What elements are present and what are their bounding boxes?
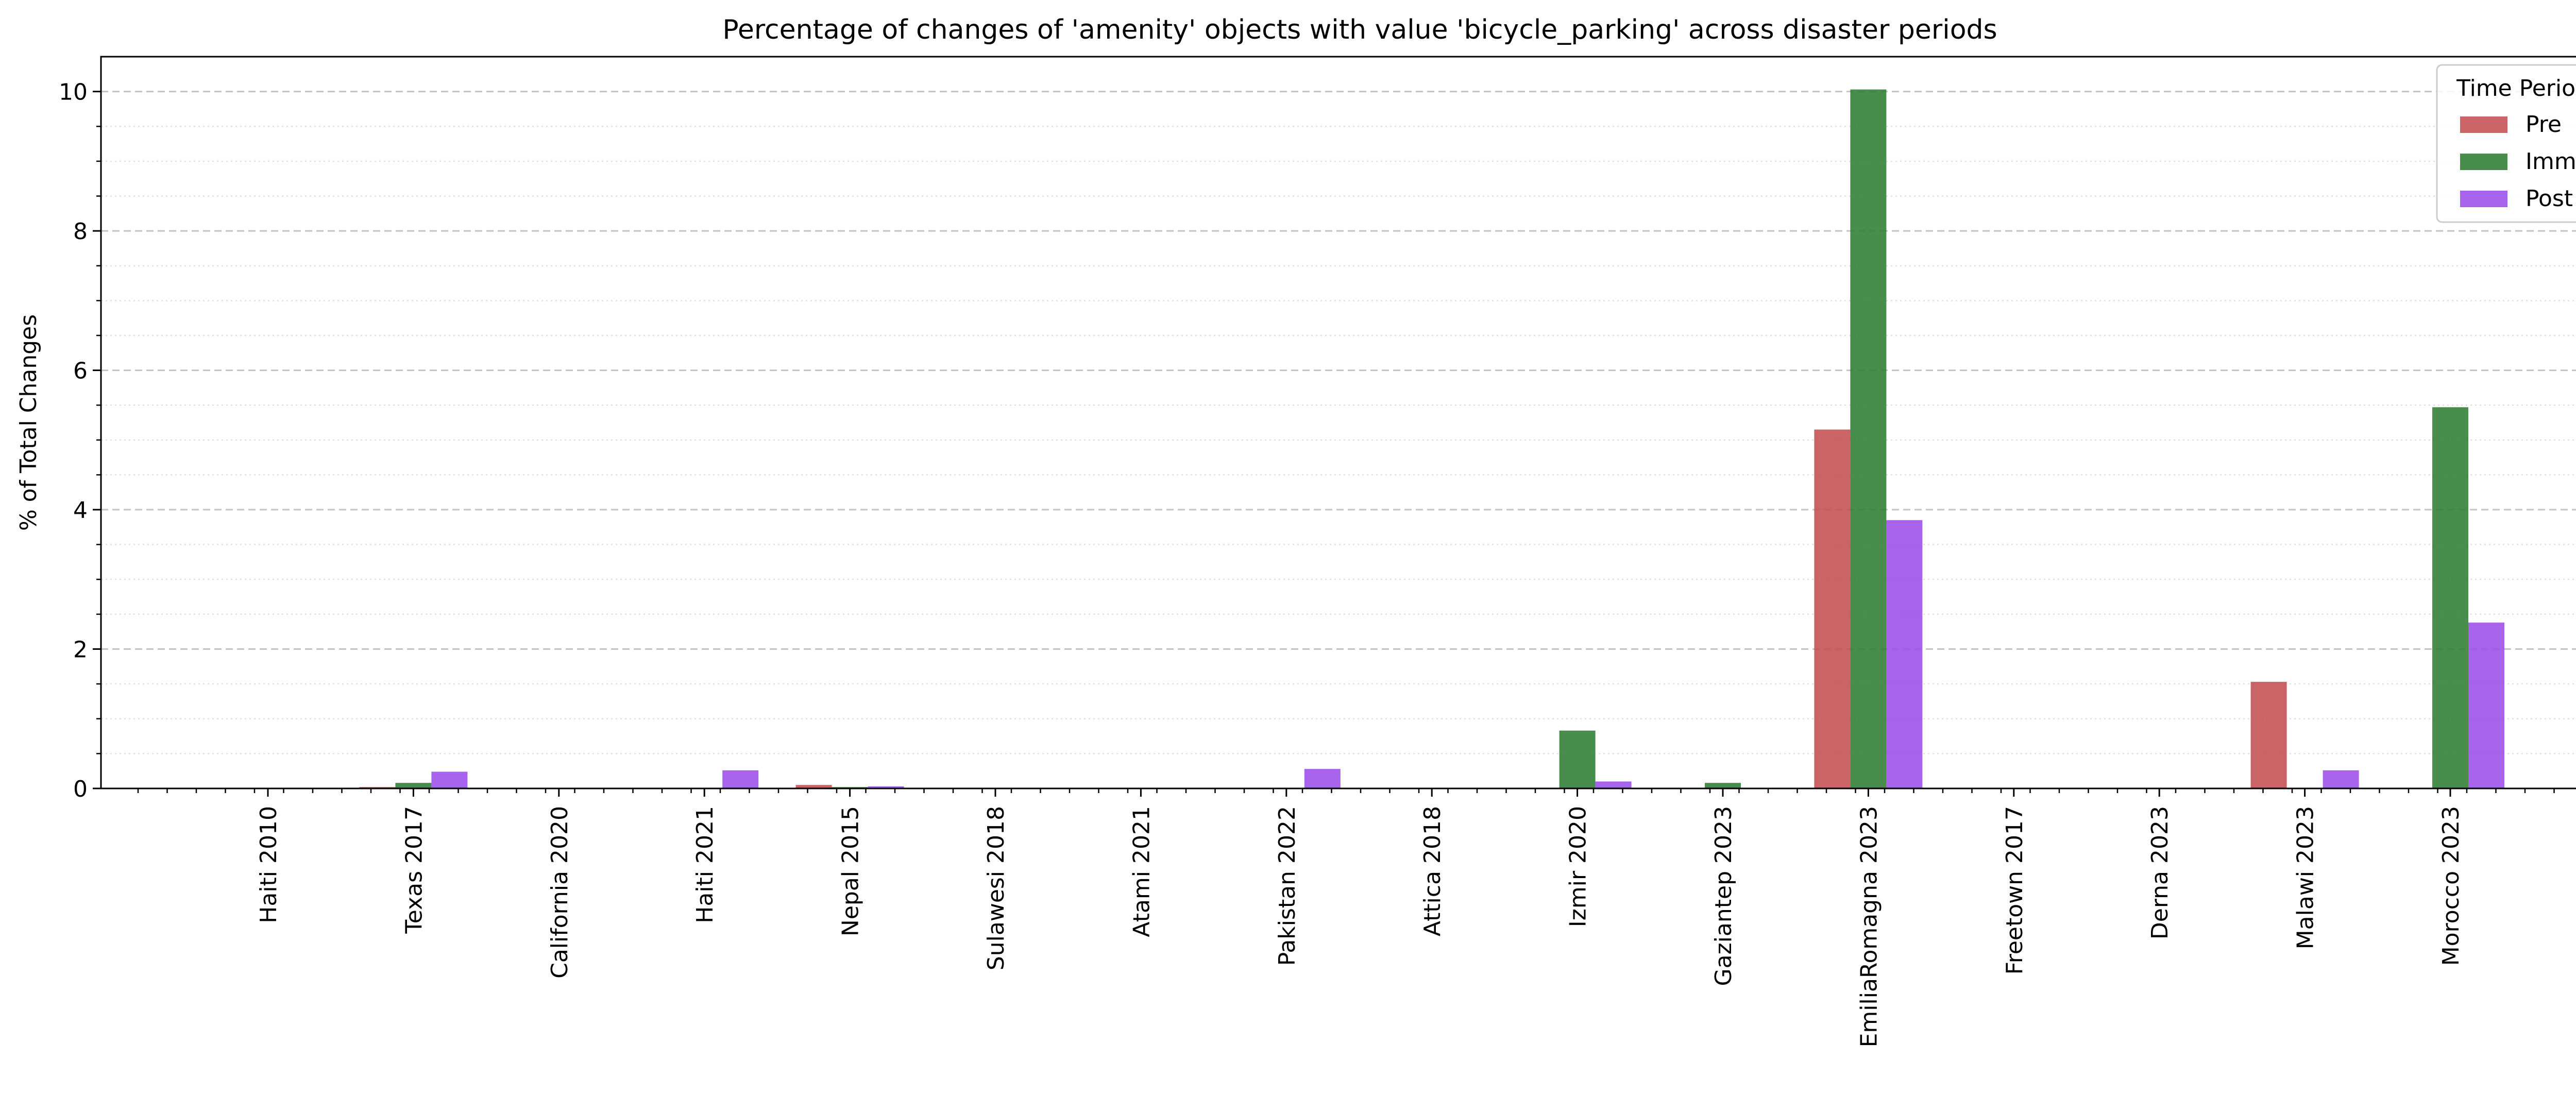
y-tick-label: 2 — [73, 637, 88, 663]
plot-frame — [100, 56, 2576, 789]
x-tick-label: Haiti 2021 — [692, 806, 718, 923]
bar-post — [431, 771, 468, 788]
y-tick-label: 6 — [73, 358, 88, 384]
y-tick-label: 8 — [73, 218, 88, 245]
x-tick-label: California 2020 — [547, 806, 573, 979]
bar-post — [1886, 520, 1923, 788]
bar-imm — [1705, 783, 1741, 788]
legend-swatch-pre — [2460, 116, 2507, 133]
legend-box — [2436, 64, 2576, 223]
legend-swatch-post — [2460, 191, 2507, 207]
y-tick-label: 0 — [73, 776, 88, 802]
x-tick-label: Texas 2017 — [401, 806, 427, 934]
x-tick-label: Nepal 2015 — [838, 806, 864, 936]
bar-post — [2468, 623, 2504, 788]
x-tick-label: Attica 2018 — [1419, 806, 1446, 936]
y-axis-label: % of Total Changes — [15, 314, 42, 531]
grid-lines — [101, 91, 2576, 754]
x-tick-label: Sulawesi 2018 — [983, 806, 1009, 970]
bar-post — [868, 786, 904, 788]
bar-imm — [395, 783, 432, 788]
x-tick-label: Pakistan 2022 — [1274, 806, 1300, 966]
bar-pre — [1814, 429, 1851, 788]
axes: 0 2 4 6 8 10 Haiti 2010 Texas 2017 California 20… — [59, 79, 2555, 1047]
legend-label-pre: Pre — [2526, 111, 2562, 138]
bars — [359, 89, 2504, 789]
legend-label-post: Post — [2526, 186, 2573, 212]
x-tick-label: Derna 2023 — [2147, 806, 2173, 939]
bar-imm — [1559, 730, 1596, 788]
x-tick-label: Gaziantep 2023 — [1710, 806, 1737, 986]
x-tick-label: EmiliaRomagna 2023 — [1856, 806, 1882, 1047]
bar-post — [2323, 770, 2359, 788]
legend-label-imm: Imm — [2526, 148, 2576, 175]
bar-post — [1595, 781, 1632, 788]
legend-swatch-imm — [2460, 154, 2507, 170]
chart-title: Percentage of changes of 'amenity' objec… — [722, 14, 1997, 45]
legend: Time Period Pre Imm Post — [2436, 64, 2576, 223]
bar-post — [722, 770, 759, 788]
x-tick-label: Atami 2021 — [1128, 806, 1155, 937]
x-tick-label: Izmir 2020 — [1565, 806, 1591, 927]
y-tick-label: 10 — [59, 79, 88, 106]
legend-title: Time Period — [2456, 75, 2576, 102]
x-tick-label: Morocco 2023 — [2438, 806, 2464, 966]
x-tick-label: Freetown 2017 — [2002, 806, 2028, 974]
bar-post — [1304, 769, 1341, 788]
bar-imm — [1850, 89, 1887, 789]
bar-imm — [2432, 407, 2468, 788]
bar-pre — [795, 785, 832, 788]
y-tick-label: 4 — [73, 497, 88, 524]
x-tick-label: Malawi 2023 — [2293, 806, 2319, 949]
x-tick-label: Haiti 2010 — [256, 806, 282, 923]
bar-pre — [2250, 682, 2287, 788]
